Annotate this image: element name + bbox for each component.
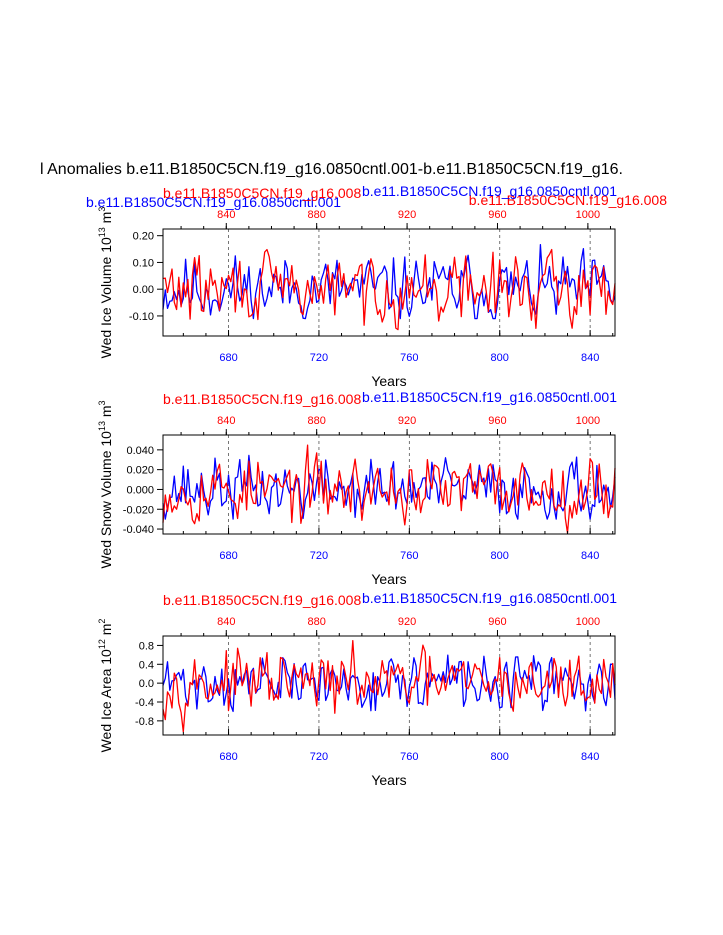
y-tick-label: 0.00 [133, 284, 154, 296]
series-line-red [162, 444, 616, 534]
y-tick-label: 0.8 [139, 640, 154, 652]
x-tick-label-top: 840 [217, 209, 235, 221]
y-axis-label: Wed Ice Area 1012 m2 [97, 619, 114, 753]
x-tick-label-bottom: 800 [491, 550, 509, 562]
x-tick-label-bottom: 760 [400, 751, 418, 763]
top-left-blue-label: b.e11.B1850C5CN.f19_g16.0850cntl.001 [86, 194, 341, 210]
x-tick-label-bottom: 720 [310, 352, 328, 364]
y-tick-label: -0.4 [135, 697, 154, 709]
x-tick-label-top: 1000 [576, 616, 600, 628]
y-tick-label: 0.0 [139, 678, 154, 690]
chart-panel-1: 680 720 760 800 840 840 880 920 960 1000 0.20 0.10 0… [97, 183, 617, 389]
x-tick-label-bottom: 800 [491, 751, 509, 763]
y-axis-label-text: Wed Ice Area 10 [98, 649, 114, 752]
y-tick-label: 0.020 [126, 465, 154, 477]
panel-title-blue: b.e11.B1850C5CN.f19_g16.0850cntl.001 [362, 389, 617, 405]
panel-title-blue: b.e11.B1850C5CN.f19_g16.0850cntl.001 [362, 183, 617, 199]
x-tick-label-bottom: 840 [581, 550, 599, 562]
x-tick-label-bottom: 840 [581, 751, 599, 763]
y-tick-label: -0.10 [129, 311, 154, 323]
y-axis-label-unit: m [98, 405, 114, 421]
y-tick-label: 0.040 [126, 445, 154, 457]
plot-frame [162, 434, 616, 535]
y-tick-label: -0.020 [123, 504, 154, 516]
chart-panel-2: 680 720 760 800 840 840 880 920 960 1000 0.040 0.02… [97, 389, 617, 587]
y-axis-label-text: Wed Ice Volume 10 [98, 237, 114, 358]
x-tick-label-top: 1000 [576, 209, 600, 221]
x-axis-label: Years [371, 772, 406, 788]
y-tick-label: 0.000 [126, 484, 154, 496]
main-title: l Anomalies b.e11.B1850C5CN.f19_g16.0850… [40, 161, 623, 178]
panel-title-blue: b.e11.B1850C5CN.f19_g16.0850cntl.001 [362, 590, 617, 606]
x-tick-label-top: 840 [217, 616, 235, 628]
y-tick-label: -0.8 [135, 716, 154, 728]
x-tick-label-bottom: 800 [491, 352, 509, 364]
x-tick-label-bottom: 680 [219, 751, 237, 763]
y-axis-label-exp: 12 [97, 639, 107, 649]
top-right-red-label: b.e11.B1850C5CN.f19_g16.008 [469, 192, 667, 208]
y-tick-label: -0.040 [123, 524, 154, 536]
x-tick-label-bottom: 680 [219, 550, 237, 562]
y-axis-label-exp: 13 [97, 421, 107, 431]
plot-frame [162, 635, 616, 736]
series-line-blue [162, 454, 616, 520]
y-tick-label: 0.10 [133, 257, 154, 269]
plot-frame [162, 228, 616, 337]
x-tick-label-bottom: 720 [310, 550, 328, 562]
x-tick-label-top: 920 [398, 415, 416, 427]
x-tick-label-bottom: 760 [400, 550, 418, 562]
x-tick-label-bottom: 720 [310, 751, 328, 763]
x-tick-label-top: 880 [308, 209, 326, 221]
y-axis-label-unit: m [98, 624, 114, 640]
y-tick-label: 0.4 [139, 659, 154, 671]
y-axis-label: Wed Snow Volume 1013 m3 [97, 400, 114, 568]
x-axis-label: Years [371, 571, 406, 587]
x-tick-label-top: 1000 [576, 415, 600, 427]
y-axis-label-text: Wed Snow Volume 10 [98, 431, 114, 569]
x-tick-label-top: 960 [488, 616, 506, 628]
y-axis-label-unit-exp: 3 [97, 207, 107, 212]
y-axis-label-unit-exp: 2 [97, 619, 107, 624]
series-line-red [162, 639, 616, 733]
panel-title-red: b.e11.B1850C5CN.f19_g16.008 [163, 592, 361, 608]
x-tick-label-bottom: 760 [400, 352, 418, 364]
series-line-blue [162, 654, 616, 713]
x-tick-label-top: 960 [488, 415, 506, 427]
panel-title-red: b.e11.B1850C5CN.f19_g16.008 [163, 185, 361, 201]
x-tick-label-bottom: 840 [581, 352, 599, 364]
y-axis-label-exp: 13 [97, 227, 107, 237]
x-tick-label-top: 880 [308, 616, 326, 628]
y-axis-label-unit-exp: 3 [97, 400, 107, 405]
x-tick-label-top: 920 [398, 616, 416, 628]
x-tick-label-top: 920 [398, 209, 416, 221]
x-tick-label-bottom: 680 [219, 352, 237, 364]
panels-group: 680 720 760 800 840 840 880 920 960 1000 0.20 0.10 0… [97, 183, 617, 788]
x-tick-label-top: 880 [308, 415, 326, 427]
panel-title-red: b.e11.B1850C5CN.f19_g16.008 [163, 391, 361, 407]
x-axis-label: Years [371, 373, 406, 389]
series-line-blue [162, 243, 616, 320]
x-tick-label-top: 960 [488, 209, 506, 221]
y-axis-label: Wed Ice Volume 1013 m3 [97, 207, 114, 359]
y-tick-label: 0.20 [133, 231, 154, 243]
chart-panel-3: 680 720 760 800 840 840 880 920 960 1000 0.8 0.4 0.0… [97, 590, 617, 788]
x-tick-label-top: 840 [217, 415, 235, 427]
y-axis-label-unit: m [98, 212, 114, 228]
series-line-red [162, 248, 616, 331]
